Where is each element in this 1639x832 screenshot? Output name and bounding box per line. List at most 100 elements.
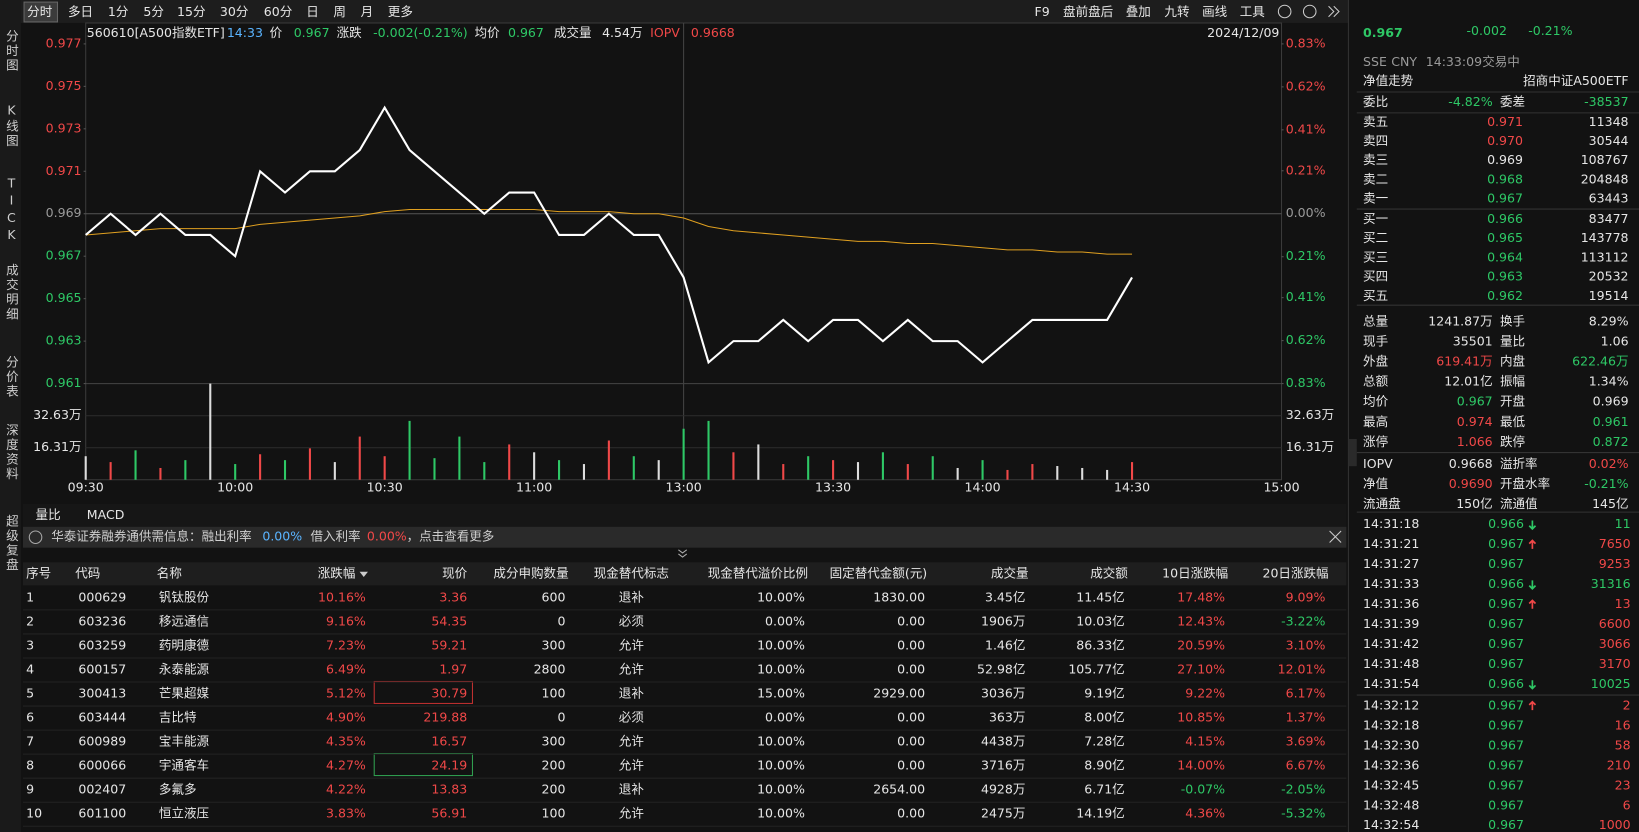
table-cell: 允许 — [619, 637, 645, 652]
y-tick-label: 0.963 — [46, 333, 82, 348]
column-header[interactable]: 代码 — [75, 565, 100, 580]
table-cell: 7 — [26, 734, 34, 749]
x-tick-label: 14:30 — [1114, 480, 1150, 495]
side-tab[interactable]: 深度资料 — [4, 423, 19, 482]
side-tab[interactable]: 成交明细 — [4, 263, 19, 322]
table-cell: 0.00 — [897, 734, 925, 749]
table-cell: 1906万 — [981, 613, 1025, 628]
tool-button[interactable]: 九转 — [1164, 4, 1189, 19]
volume-bar — [1031, 464, 1034, 480]
tick-volume: 3170 — [1599, 656, 1631, 671]
column-header[interactable]: 序号 — [26, 565, 51, 580]
chart-tab[interactable]: 量比 — [36, 507, 61, 522]
notice-text3[interactable]: ，点击查看更多 — [407, 529, 495, 544]
period-tab[interactable]: 30分 — [220, 4, 249, 19]
table-cell: 6 — [26, 710, 34, 725]
volume-bar — [981, 460, 984, 480]
table-cell: 6.17% — [1286, 686, 1326, 701]
sort-icon[interactable] — [359, 571, 368, 577]
side-tab[interactable]: K线图 — [4, 102, 19, 148]
period-tab[interactable]: 多日 — [68, 4, 93, 19]
stat-value: 619.41万 — [1436, 354, 1492, 369]
tool-button[interactable]: 工具 — [1240, 4, 1266, 19]
column-header[interactable]: 20日涨跌幅 — [1262, 565, 1328, 580]
quote-currency: CNY — [1391, 54, 1417, 69]
nav-trend[interactable]: 净值走势 — [1363, 73, 1414, 88]
book-volume: 108767 — [1581, 152, 1629, 167]
stat-label: 振幅 — [1500, 374, 1525, 389]
volume-bar — [508, 444, 511, 480]
tool-button[interactable]: 盘前盘后 — [1063, 4, 1113, 19]
notice-rate1: 0.00% — [262, 529, 302, 544]
volume-bar — [483, 462, 486, 480]
period-tab[interactable]: 5分 — [143, 4, 164, 19]
column-header[interactable]: 10日涨跌幅 — [1162, 565, 1228, 580]
column-header[interactable]: 成交额 — [1090, 565, 1128, 580]
stat-value: 35501 — [1453, 333, 1493, 348]
info-avg-label: 均价 — [475, 25, 501, 40]
volume-bar — [358, 436, 361, 480]
close-icon[interactable] — [1329, 530, 1342, 543]
tool-button[interactable]: 叠加 — [1126, 4, 1151, 19]
period-tab[interactable]: 15分 — [177, 4, 206, 19]
volume-bar — [832, 460, 835, 480]
tool-button[interactable]: 画线 — [1202, 4, 1228, 19]
volume-bar — [732, 452, 735, 480]
side-tab[interactable]: 分时图 — [4, 29, 19, 73]
period-tab[interactable]: 月 — [361, 4, 374, 19]
tick-price: 0.967 — [1488, 737, 1524, 752]
settings-icon[interactable] — [1277, 4, 1292, 19]
column-header[interactable]: 现金替代标志 — [594, 565, 669, 580]
side-tab[interactable]: TICK — [4, 176, 19, 244]
drag-handle[interactable] — [678, 549, 688, 558]
table-cell: 600066 — [78, 758, 126, 773]
volume-bar — [159, 467, 162, 480]
stat-label: 溢折率 — [1500, 456, 1538, 471]
column-header[interactable]: 涨跌幅 — [318, 565, 356, 580]
volume-bar — [906, 464, 909, 480]
tick-time: 14:32:54 — [1363, 817, 1419, 832]
period-tab[interactable]: 周 — [333, 4, 346, 19]
info-code: 560610[A500指数ETF] — [87, 25, 225, 40]
period-tab[interactable]: 60分 — [264, 4, 293, 19]
side-bar — [0, 0, 21, 832]
chart-tab[interactable]: MACD — [87, 507, 125, 522]
book-label: 卖四 — [1363, 133, 1388, 148]
column-header[interactable]: 成分申购数量 — [493, 565, 568, 580]
tick-volume: 31316 — [1591, 576, 1631, 591]
volume-bar — [931, 456, 934, 480]
notice-bar — [22, 526, 1347, 548]
tick-time: 14:32:30 — [1363, 737, 1419, 752]
table-cell: 200 — [542, 758, 566, 773]
x-tick-label: 10:30 — [367, 480, 403, 495]
table-cell: 600989 — [78, 734, 126, 749]
side-tab[interactable]: 超级复盘 — [4, 514, 19, 573]
expand-icon[interactable] — [1328, 5, 1340, 18]
volume-bar — [1081, 467, 1084, 480]
table-cell: 宝丰能源 — [159, 734, 210, 749]
column-header[interactable]: 名称 — [157, 565, 182, 580]
tick-volume: 7650 — [1599, 536, 1631, 551]
column-header[interactable]: 固定替代金额(元) — [830, 565, 928, 580]
side-tab[interactable]: 分价表 — [4, 355, 19, 399]
table-cell: 30.79 — [431, 686, 467, 701]
y2-tick-label: 0.41% — [1286, 121, 1326, 136]
column-header[interactable]: 现价 — [442, 565, 468, 580]
period-tab[interactable]: 1分 — [108, 4, 129, 19]
tick-time: 14:31:48 — [1363, 656, 1419, 671]
period-tab[interactable]: 日 — [306, 4, 319, 19]
tick-volume: 1000 — [1599, 817, 1631, 832]
help-icon[interactable] — [1302, 4, 1317, 19]
y-tick-label: 0.975 — [46, 78, 82, 93]
book-volume: 11348 — [1589, 114, 1629, 129]
column-header[interactable]: 现金替代溢价比例 — [708, 565, 808, 580]
column-header[interactable]: 成交量 — [991, 565, 1029, 580]
tool-button[interactable]: F9 — [1035, 4, 1050, 19]
tick-price: 0.967 — [1488, 656, 1524, 671]
period-tab[interactable]: 更多 — [388, 4, 413, 19]
volume-bar — [856, 462, 860, 480]
period-tab[interactable]: 分时 — [27, 4, 53, 19]
collapse-handle[interactable] — [1348, 438, 1357, 467]
tick-price: 0.966 — [1488, 576, 1524, 591]
y-tick-label: 0.967 — [46, 248, 82, 263]
